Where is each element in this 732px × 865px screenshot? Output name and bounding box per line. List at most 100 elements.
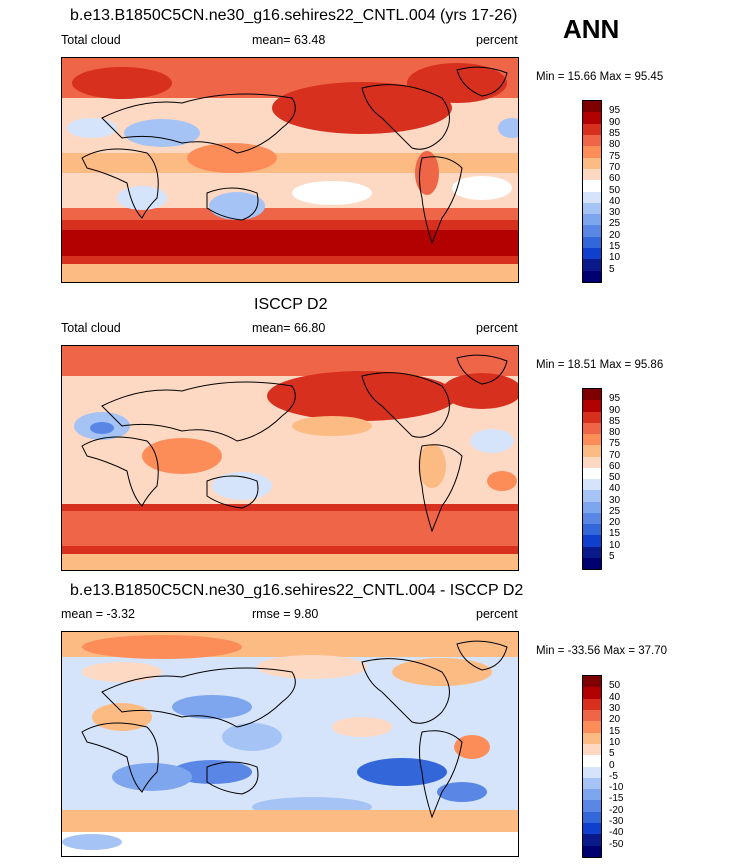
- colorbar-swatch: [583, 789, 601, 801]
- colorbar-tick-label: 5: [609, 263, 615, 275]
- colorbar-swatch: [583, 445, 601, 457]
- colorbar-swatch: [583, 811, 601, 824]
- colorbar-tick-label: -20: [609, 804, 624, 816]
- colorbar-swatch: [583, 270, 601, 282]
- colorbar-swatch: [583, 248, 601, 260]
- colorbar-tick-label: -15: [609, 793, 624, 805]
- colorbar-tick-label: 20: [609, 714, 621, 726]
- colorbar-tick-label: 25: [609, 505, 621, 517]
- panel-3-units: percent: [476, 607, 518, 621]
- colorbar-swatch: [583, 755, 601, 767]
- panel-3-colorbar: [582, 675, 602, 858]
- colorbar-tick-label: 75: [609, 438, 621, 450]
- colorbar-swatch: [583, 721, 601, 733]
- colorbar-swatch: [583, 687, 601, 699]
- panel-2-title: ISCCP D2: [254, 296, 328, 313]
- colorbar-tick-label: -10: [609, 782, 624, 794]
- colorbar-swatch: [583, 800, 601, 812]
- colorbar-swatch: [583, 732, 601, 744]
- panel-1-mean: mean= 63.48: [252, 33, 326, 47]
- colorbar-tick-label: 95: [609, 105, 621, 117]
- colorbar-tick-label: 30: [609, 702, 621, 714]
- colorbar-tick-label: 60: [609, 460, 621, 472]
- panel-1-minmax: Min = 15.66 Max = 95.45: [536, 71, 664, 83]
- colorbar-tick-label: 30: [609, 494, 621, 506]
- colorbar-swatch: [583, 501, 601, 513]
- colorbar-tick-label: 85: [609, 415, 621, 427]
- colorbar-tick-label: 90: [609, 404, 621, 416]
- colorbar-swatch: [583, 400, 601, 412]
- colorbar-tick-label: 40: [609, 195, 621, 207]
- colorbar-tick-label: 40: [609, 691, 621, 703]
- colorbar-swatch: [583, 180, 601, 192]
- panel-1-units: percent: [476, 33, 518, 47]
- colorbar-tick-label: 40: [609, 483, 621, 495]
- colorbar-swatch: [583, 202, 601, 215]
- colorbar-tick-label: 80: [609, 427, 621, 438]
- colorbar-tick-label: 75: [609, 150, 621, 162]
- colorbar-swatch: [583, 101, 601, 113]
- colorbar-tick-label: 15: [609, 725, 621, 737]
- colorbar-swatch: [583, 766, 601, 778]
- colorbar-tick-label: 85: [609, 127, 621, 139]
- panel-2-minmax: Min = 18.51 Max = 95.86: [536, 359, 664, 371]
- colorbar-tick-label: 25: [609, 218, 621, 230]
- colorbar-swatch: [583, 411, 601, 423]
- colorbar-swatch: [583, 225, 601, 237]
- colorbar-tick-label: 70: [609, 449, 621, 461]
- colorbar-tick-label: 60: [609, 173, 621, 185]
- colorbar-swatch: [583, 191, 601, 203]
- colorbar-tick-label: 95: [609, 393, 621, 405]
- colorbar-tick-label: 15: [609, 241, 621, 253]
- colorbar-tick-label: 50: [609, 184, 621, 196]
- panel-2-map: [61, 345, 519, 571]
- colorbar-swatch: [583, 134, 601, 147]
- colorbar-swatch: [583, 709, 601, 722]
- colorbar-tick-label: -50: [609, 838, 624, 850]
- panel-3-mean: mean = -3.32: [61, 607, 136, 621]
- colorbar-tick-label: -30: [609, 816, 624, 828]
- colorbar-swatch: [583, 676, 601, 688]
- colorbar-swatch: [583, 168, 601, 181]
- panel-3-rmse: rmse = 9.80: [252, 607, 319, 621]
- colorbar-swatch: [583, 112, 601, 124]
- colorbar-tick-label: -5: [609, 770, 618, 782]
- colorbar-swatch: [583, 546, 601, 558]
- colorbar-swatch: [583, 823, 601, 835]
- season-label: ANN: [563, 14, 620, 44]
- panel-2-colorbar: [582, 388, 602, 570]
- colorbar-tick-label: 90: [609, 116, 621, 128]
- colorbar-tick-label: 20: [609, 517, 621, 528]
- colorbar-swatch: [583, 456, 601, 468]
- colorbar-swatch: [583, 259, 601, 271]
- colorbar-swatch: [583, 777, 601, 790]
- colorbar-swatch: [583, 422, 601, 434]
- colorbar-swatch: [583, 834, 601, 846]
- panel-1-title: b.e13.B1850C5CN.ne30_g16.sehires22_CNTL.…: [70, 7, 518, 24]
- colorbar-swatch: [583, 535, 601, 547]
- panel-1-map: [61, 57, 519, 283]
- colorbar-tick-label: -40: [609, 827, 624, 839]
- colorbar-tick-label: 50: [609, 680, 621, 692]
- colorbar-swatch: [583, 146, 601, 158]
- colorbar-tick-label: 20: [609, 229, 621, 241]
- panel-3-map: [61, 631, 519, 857]
- colorbar-swatch: [583, 743, 601, 756]
- colorbar-swatch: [583, 434, 601, 446]
- panel-2-variable: Total cloud: [61, 321, 121, 335]
- colorbar-swatch: [583, 389, 601, 401]
- panel-3-title: b.e13.B1850C5CN.ne30_g16.sehires22_CNTL.…: [70, 582, 524, 599]
- colorbar-tick-label: 5: [609, 748, 615, 760]
- colorbar-swatch: [583, 479, 601, 491]
- colorbar-swatch: [583, 698, 601, 710]
- colorbar-swatch: [583, 524, 601, 536]
- colorbar-swatch: [583, 512, 601, 524]
- colorbar-swatch: [583, 557, 601, 569]
- colorbar-swatch: [583, 123, 601, 135]
- colorbar-tick-label: 15: [609, 528, 621, 540]
- colorbar-tick-label: 10: [609, 252, 621, 264]
- colorbar-swatch: [583, 845, 601, 857]
- colorbar-tick-label: 10: [609, 539, 621, 551]
- colorbar-tick-label: 5: [609, 550, 615, 562]
- colorbar-swatch: [583, 214, 601, 226]
